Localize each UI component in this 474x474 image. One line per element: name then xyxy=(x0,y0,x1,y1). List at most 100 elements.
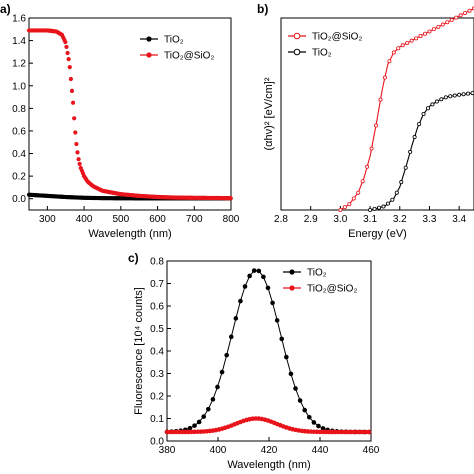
chart-b-point xyxy=(412,135,417,140)
chart-c-y-tick-label: 0.6 xyxy=(150,302,164,313)
chart-a-y-tick-label: 0.2 xyxy=(12,172,26,183)
chart-b-point xyxy=(423,31,428,36)
chart-a-y-tick-label: 0.4 xyxy=(12,149,26,160)
chart-a-legend-marker xyxy=(146,52,152,58)
chart-c-x-tick-label: 400 xyxy=(210,445,227,456)
chart-b-point xyxy=(365,164,370,169)
chart-c-point xyxy=(297,398,303,403)
chart-c-y-tick-label: 0.3 xyxy=(150,369,164,380)
chart-b-point xyxy=(454,15,459,20)
chart-c-point xyxy=(288,371,294,377)
chart-c-point xyxy=(215,384,220,390)
chart-a-point xyxy=(70,100,76,105)
chart-b-point xyxy=(439,97,444,102)
chart-c-point xyxy=(247,273,252,279)
chart-b-x-tick-label: 3.0 xyxy=(333,214,347,225)
chart-a-series-tio2-sio2 xyxy=(26,28,233,201)
chart-b-x-tick-label: 2.9 xyxy=(304,214,318,225)
chart-b-point xyxy=(381,204,386,209)
chart-b-plot-frame xyxy=(280,17,474,211)
chart-b-point xyxy=(452,93,457,98)
chart-a-point xyxy=(69,88,75,93)
chart-b-point xyxy=(418,34,423,39)
panel-label-c: c) xyxy=(128,251,139,265)
chart-b-point xyxy=(378,97,383,102)
chart-b-point xyxy=(458,13,463,18)
chart-b-x-tick-label: 2.8 xyxy=(274,214,288,225)
chart-c-point xyxy=(210,397,216,402)
chart-c-point xyxy=(187,425,193,431)
chart-b-series-tio2 xyxy=(368,91,474,212)
chart-c-point xyxy=(261,274,266,280)
chart-b-point xyxy=(368,207,373,212)
chart-c-y-tick-label: 0.7 xyxy=(150,279,164,290)
chart-a-y-tick-label: 1.2 xyxy=(12,59,26,70)
chart-b-x-tick-label: 3.1 xyxy=(363,214,377,225)
chart-b-point xyxy=(400,43,405,48)
chart-b-legend-label: TiO₂ xyxy=(312,48,332,59)
chart-a-point xyxy=(67,65,72,70)
chart-b-point xyxy=(376,205,381,210)
chart-a-y-tick-label: 1.0 xyxy=(12,81,26,92)
chart-c-y-axis-title: Fluorescence [10⁴ counts] xyxy=(133,287,145,415)
chart-c-point xyxy=(238,298,243,304)
chart-b-point xyxy=(448,94,453,99)
chart-a-legend-label: TiO₂@SiO₂ xyxy=(164,51,214,62)
chart-c-x-tick-label: 420 xyxy=(261,445,278,456)
chart-b-point xyxy=(369,146,374,151)
chart-c-x-axis-title: Wavelength (nm) xyxy=(227,459,310,471)
chart-b-line xyxy=(369,92,474,211)
chart-b-point xyxy=(382,75,387,80)
chart-b-point xyxy=(463,11,468,16)
chart-b-point xyxy=(347,202,352,207)
chart-c-point xyxy=(256,268,262,274)
chart-b-point xyxy=(425,106,430,111)
chart-c-point xyxy=(316,423,321,429)
chart-b-point xyxy=(421,112,426,117)
chart-b-point xyxy=(430,102,435,107)
chart-c-point xyxy=(206,406,211,412)
chart-c-point xyxy=(320,426,326,431)
chart-c-point xyxy=(293,386,298,391)
chart-c: 380 400 420 440 460 0.0 0.1 0.2 0.3 0.4 0.5 0.6 0.7 0… xyxy=(133,257,380,472)
chart-b-point xyxy=(394,190,399,195)
chart-a-y-tick-label: 1.6 xyxy=(12,14,26,25)
chart-b-point xyxy=(372,206,377,211)
chart-b-point xyxy=(360,179,365,184)
chart-a-y-tick-label: 0.6 xyxy=(12,126,26,137)
chart-c-y-tick-label: 0.4 xyxy=(150,347,164,358)
chart-a-point xyxy=(77,161,82,167)
panel-label-a: a) xyxy=(0,2,11,16)
chart-a-x-tick-label: 600 xyxy=(149,214,166,225)
chart-a-y-tick-label: 0.8 xyxy=(12,104,26,115)
chart-b-point xyxy=(461,92,466,97)
chart-b-x-tick-label: 3.3 xyxy=(423,214,437,225)
chart-b-point xyxy=(457,92,462,97)
panel-label-b: b) xyxy=(257,2,268,16)
chart-a-x-tick-label: 300 xyxy=(39,214,56,225)
chart-c-x-tick-label: 440 xyxy=(312,445,329,456)
chart-c-legend-label: TiO₂@SiO₂ xyxy=(307,284,357,295)
chart-b-y-axis-title: (αhν)² [eV/cm]² xyxy=(263,77,275,150)
chart-a-y-tick-label: 1.4 xyxy=(12,36,26,47)
chart-c-point xyxy=(302,407,308,413)
chart-c-x-tick-label: 460 xyxy=(363,445,380,456)
chart-b-point xyxy=(387,59,392,64)
chart-b-point xyxy=(417,122,422,127)
chart-c-point xyxy=(270,300,275,306)
chart-c-legend-label: TiO₂ xyxy=(307,268,327,279)
chart-b-point xyxy=(436,24,441,29)
chart-c-point xyxy=(196,419,202,425)
chart-a-legend-label: TiO₂ xyxy=(164,35,184,46)
chart-b-point xyxy=(434,99,439,104)
chart-b-point xyxy=(338,207,343,212)
chart-c-x-tick-label: 380 xyxy=(159,445,176,456)
chart-b-point xyxy=(399,180,404,185)
chart-c-y-tick-label: 0.1 xyxy=(150,414,164,425)
chart-b-point xyxy=(440,22,445,27)
chart-c-point xyxy=(201,414,207,419)
chart-a-x-axis-title: Wavelength (nm) xyxy=(88,228,171,240)
chart-b-point xyxy=(374,123,379,128)
chart-a-point xyxy=(68,76,73,82)
chart-c-series-tio2-sio2 xyxy=(164,416,372,435)
